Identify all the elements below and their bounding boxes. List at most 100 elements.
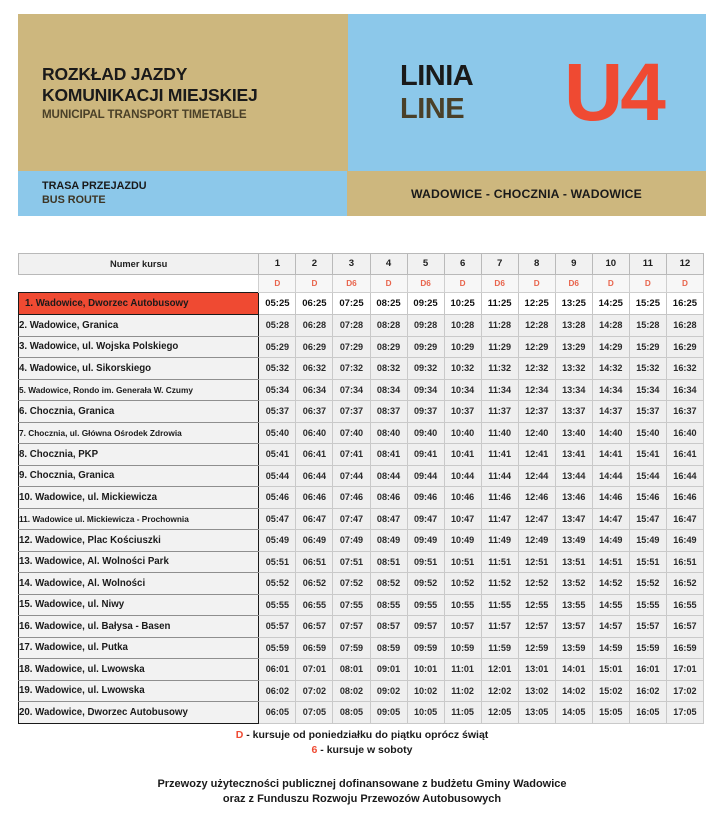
departure-time-r1-c9: 13:25 — [554, 292, 593, 315]
table-row: 13. Wadowice, Al. Wolności Park 05:51 06:5… — [17, 550, 705, 573]
departure-time-r2-c11: 15:28 — [628, 314, 667, 337]
departure-time-r19-c11: 16:02 — [628, 679, 667, 702]
course-number-label: Numer kursu — [17, 253, 260, 275]
timetable-table-wrap: Numer kursu 1 2 3 4 5 6 7 8 9 10 11 12 D D D6 D D6 D D6 D D6… — [17, 253, 705, 724]
departure-time-r12-c5: 09:49 — [406, 529, 445, 552]
departure-time-r12-c9: 13:49 — [554, 529, 593, 552]
departure-time-r5-c6: 10:34 — [443, 378, 482, 401]
departure-time-r10-c4: 08:46 — [369, 486, 408, 509]
departure-time-r6-c7: 11:37 — [480, 400, 519, 423]
departure-time-r7-c11: 15:40 — [628, 421, 667, 444]
departure-time-r19-c7: 12:02 — [480, 679, 519, 702]
departure-time-r1-c12: 16:25 — [665, 292, 705, 315]
departure-time-r8-c12: 16:41 — [665, 443, 705, 466]
departure-time-r18-c7: 12:01 — [480, 658, 519, 681]
departure-time-r20-c9: 14:05 — [554, 701, 593, 724]
timetable-body: Numer kursu 1 2 3 4 5 6 7 8 9 10 11 12 D D D6 D D6 D D6 D D6… — [17, 253, 705, 724]
departure-time-r13-c2: 06:51 — [295, 550, 334, 573]
legend-item-D: D - kursuje od poniedziałku do piątku op… — [0, 728, 724, 743]
departure-time-r7-c6: 10:40 — [443, 421, 482, 444]
departure-time-r12-c12: 16:49 — [665, 529, 705, 552]
departure-time-r11-c5: 09:47 — [406, 507, 445, 530]
departure-time-r16-c4: 08:57 — [369, 615, 408, 638]
table-row: 20. Wadowice, Dworzec Autobusowy 06:05 07:… — [17, 701, 705, 724]
departure-time-r8-c9: 13:41 — [554, 443, 593, 466]
departure-time-r10-c11: 15:46 — [628, 486, 667, 509]
day-code-col-5: D6 — [406, 274, 445, 293]
departure-time-r8-c3: 07:41 — [332, 443, 371, 466]
departure-time-r2-c4: 08:28 — [369, 314, 408, 337]
departure-time-r7-c12: 16:40 — [665, 421, 705, 444]
departure-time-r9-c3: 07:44 — [332, 464, 371, 487]
departure-time-r1-c8: 12:25 — [517, 292, 556, 315]
departure-time-r12-c4: 08:49 — [369, 529, 408, 552]
departure-time-r3-c7: 11:29 — [480, 335, 519, 358]
departure-time-r9-c4: 08:44 — [369, 464, 408, 487]
line-labels: LINIA LINE — [400, 61, 474, 124]
departure-time-r14-c11: 15:52 — [628, 572, 667, 595]
departure-time-r4-c7: 11:32 — [480, 357, 519, 380]
departure-time-r1-c7: 11:25 — [480, 292, 519, 315]
day-code-col-10: D — [591, 274, 630, 293]
course-number-6: 6 — [443, 253, 482, 275]
departure-time-r18-c8: 13:01 — [517, 658, 556, 681]
header-route-band: TRASA PRZEJAZDU BUS ROUTE WADOWICE - CHO… — [18, 171, 706, 216]
stop-name-6: 6. Chocznia, Granica — [17, 400, 260, 423]
departure-time-r6-c4: 08:37 — [369, 400, 408, 423]
departure-time-r3-c1: 05:29 — [258, 335, 297, 358]
table-row: 7. Chocznia, ul. Główna Ośrodek Zdrowia 0… — [17, 421, 705, 444]
header-row-day-codes: D D D6 D D6 D D6 D D6 D D D — [19, 274, 705, 293]
funding-note: Przewozy użyteczności publicznej dofinan… — [0, 777, 724, 808]
departure-time-r17-c3: 07:59 — [332, 636, 371, 659]
departure-time-r13-c8: 12:51 — [517, 550, 556, 573]
departure-time-r6-c8: 12:37 — [517, 400, 556, 423]
stop-name-2: 2. Wadowice, Granica — [17, 314, 260, 337]
departure-time-r10-c5: 09:46 — [406, 486, 445, 509]
departure-time-r16-c10: 14:57 — [591, 615, 630, 638]
departure-time-r6-c10: 14:37 — [591, 400, 630, 423]
departure-time-r18-c11: 16:01 — [628, 658, 667, 681]
departure-time-r15-c3: 07:55 — [332, 593, 371, 616]
departure-time-r5-c4: 08:34 — [369, 378, 408, 401]
day-code-col-6: D — [443, 274, 482, 293]
departure-time-r2-c6: 10:28 — [443, 314, 482, 337]
route-label-block: TRASA PRZEJAZDU BUS ROUTE — [18, 171, 347, 216]
departure-time-r4-c6: 10:32 — [443, 357, 482, 380]
departure-time-r1-c11: 15:25 — [628, 292, 667, 315]
departure-time-r13-c7: 11:51 — [480, 550, 519, 573]
table-row: 4. Wadowice, ul. Sikorskiego 05:32 06:32 07… — [17, 357, 705, 380]
departure-time-r2-c9: 13:28 — [554, 314, 593, 337]
departure-time-r15-c5: 09:55 — [406, 593, 445, 616]
stop-name-13: 13. Wadowice, Al. Wolności Park — [17, 550, 260, 573]
stop-name-10: 10. Wadowice, ul. Mickiewicza — [17, 486, 260, 509]
departure-time-r6-c6: 10:37 — [443, 400, 482, 423]
line-number-badge: U4 — [564, 46, 666, 138]
departure-time-r16-c2: 06:57 — [295, 615, 334, 638]
departure-time-r13-c10: 14:51 — [591, 550, 630, 573]
day-code-col-4: D — [369, 274, 408, 293]
route-label-polish: TRASA PRZEJAZDU — [42, 180, 147, 193]
departure-time-r20-c12: 17:05 — [665, 701, 705, 724]
departure-time-r11-c9: 13:47 — [554, 507, 593, 530]
departure-time-r12-c8: 12:49 — [517, 529, 556, 552]
departure-time-r5-c2: 06:34 — [295, 378, 334, 401]
day-code-col-12: D — [665, 274, 705, 293]
departure-time-r13-c5: 09:51 — [406, 550, 445, 573]
departure-time-r7-c2: 06:40 — [295, 421, 334, 444]
departure-time-r14-c9: 13:52 — [554, 572, 593, 595]
stop-name-8: 8. Chocznia, PKP — [17, 443, 260, 466]
course-number-3: 3 — [332, 253, 371, 275]
departure-time-r15-c1: 05:55 — [258, 593, 297, 616]
departure-time-r9-c12: 16:44 — [665, 464, 705, 487]
departure-time-r15-c2: 06:55 — [295, 593, 334, 616]
departure-time-r18-c2: 07:01 — [295, 658, 334, 681]
departure-time-r5-c11: 15:34 — [628, 378, 667, 401]
stop-name-12: 12. Wadowice, Plac Kościuszki — [17, 529, 260, 552]
title-polish-line1: ROZKŁAD JAZDY — [42, 63, 188, 84]
departure-time-r15-c8: 12:55 — [517, 593, 556, 616]
day-code-col-8: D — [517, 274, 556, 293]
departure-time-r7-c3: 07:40 — [332, 421, 371, 444]
timetable-header: ROZKŁAD JAZDY KOMUNIKACJI MIEJSKIEJ MUNI… — [18, 14, 706, 216]
header-row-course-numbers: Numer kursu 1 2 3 4 5 6 7 8 9 10 11 12 — [17, 253, 705, 275]
departure-time-r20-c1: 06:05 — [258, 701, 297, 724]
